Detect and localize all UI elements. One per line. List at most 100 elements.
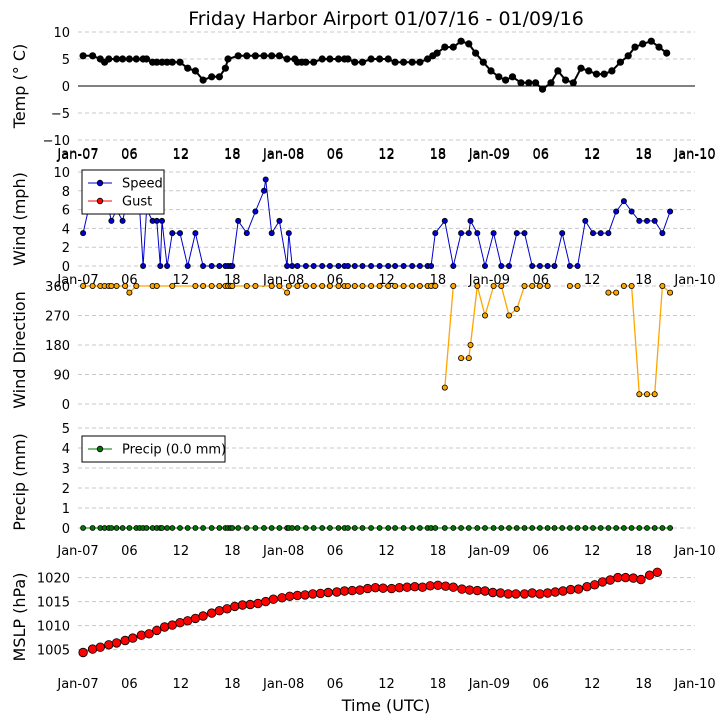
y-tick-label: 1015	[37, 596, 70, 611]
data-point	[550, 587, 561, 597]
data-point	[319, 282, 326, 289]
data-point	[441, 384, 448, 391]
data-point	[605, 575, 615, 585]
data-point	[152, 625, 162, 636]
x-tick-label: 12	[378, 544, 395, 559]
x-tick-label: Jan-08	[262, 147, 304, 162]
x-tick-label: 12	[378, 147, 395, 162]
data-point	[457, 37, 465, 45]
x-tick-label: Jan-08	[262, 148, 304, 163]
data-point	[176, 230, 183, 237]
x-tick-label: 12	[378, 148, 395, 163]
y-tick-label: 0	[62, 80, 70, 95]
data-point	[551, 525, 558, 531]
data-point	[525, 79, 533, 87]
data-point	[391, 58, 399, 66]
y-tick-label: 4	[62, 222, 70, 237]
data-point	[108, 282, 115, 289]
data-point	[289, 262, 296, 269]
data-point	[488, 587, 498, 598]
data-point	[667, 289, 674, 296]
y-tick-label: −5	[51, 107, 70, 122]
x-tick-label: Jan-10	[673, 273, 715, 288]
data-point	[108, 217, 115, 224]
x-tick-label: 18	[635, 677, 652, 692]
y-axis-label: Wind (mph)	[10, 172, 29, 266]
data-point	[566, 282, 573, 289]
data-point	[351, 58, 359, 66]
x-tick-label: 06	[121, 148, 138, 163]
data-point	[89, 282, 96, 289]
data-point	[252, 525, 259, 531]
data-point	[169, 525, 176, 531]
data-point	[636, 391, 643, 398]
data-point	[243, 52, 251, 60]
data-point	[481, 262, 488, 269]
data-point	[605, 289, 612, 296]
x-tick-label: 12	[173, 148, 190, 163]
data-point	[613, 525, 620, 531]
data-point	[613, 289, 620, 296]
y-tick-label: 2	[62, 241, 70, 256]
data-point	[531, 79, 540, 87]
data-point	[458, 230, 465, 237]
data-point	[302, 262, 309, 269]
data-point	[481, 312, 488, 319]
data-point	[200, 282, 207, 289]
data-point	[417, 582, 428, 592]
data-point	[243, 525, 250, 531]
x-tick-label: 06	[327, 147, 344, 162]
y-tick-label: 270	[45, 310, 70, 325]
y-tick-label: 360	[45, 280, 70, 295]
data-point	[479, 58, 487, 66]
data-point	[120, 635, 130, 646]
data-point	[158, 217, 165, 224]
legend: Speed Gust	[81, 169, 165, 215]
data-point	[359, 282, 366, 289]
data-point	[215, 73, 223, 81]
data-point	[243, 230, 250, 237]
data-point	[275, 52, 283, 60]
data-point	[505, 312, 512, 319]
data-point	[428, 262, 435, 269]
data-point	[261, 525, 267, 531]
data-point	[663, 49, 671, 57]
data-point	[184, 64, 192, 72]
y-tick-label: 1	[62, 502, 70, 517]
data-point	[432, 230, 439, 237]
x-tick-label: Jan-07	[56, 544, 98, 559]
data-point	[490, 282, 497, 289]
chart-title: Friday Harbor Airport 01/07/16 - 01/09/1…	[188, 8, 584, 30]
data-point	[628, 208, 635, 215]
data-point	[529, 525, 536, 531]
data-point	[184, 262, 191, 269]
data-point	[392, 525, 399, 531]
data-point	[78, 647, 88, 658]
legend: Precip (0.0 mm)	[81, 435, 226, 463]
data-point	[667, 208, 674, 215]
x-tick-label: Jan-10	[673, 544, 715, 559]
data-point	[200, 525, 207, 531]
data-point	[652, 567, 663, 578]
x-tick-label: Jan-07	[56, 677, 98, 692]
data-point	[506, 525, 512, 531]
x-tick-label: 12	[584, 677, 601, 692]
data-point	[157, 262, 164, 269]
x-tick-label: 12	[584, 147, 601, 162]
data-point	[590, 230, 597, 237]
data-point	[292, 590, 303, 601]
data-point	[536, 282, 543, 289]
data-point	[206, 608, 217, 618]
data-point	[268, 594, 279, 604]
data-point	[639, 40, 647, 48]
data-point	[631, 43, 639, 51]
data-point	[410, 582, 420, 592]
data-point	[487, 67, 495, 75]
data-point	[465, 525, 472, 531]
data-point	[569, 79, 577, 87]
legend-label: Speed	[122, 177, 163, 192]
data-point	[182, 616, 193, 626]
data-point	[302, 282, 309, 289]
data-point	[624, 52, 632, 60]
data-point	[344, 282, 351, 289]
